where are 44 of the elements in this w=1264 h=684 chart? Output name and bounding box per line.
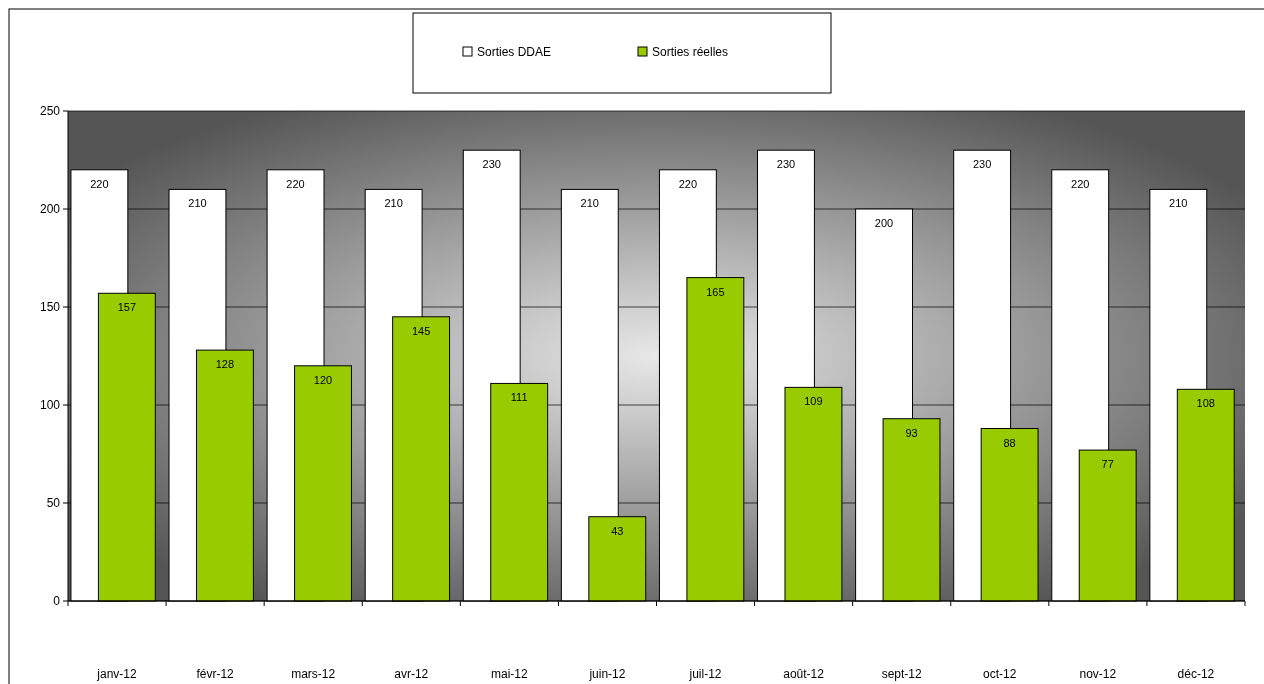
data-label: 77 xyxy=(1101,458,1114,471)
y-tick-label: 50 xyxy=(46,496,61,510)
x-tick-label: sept-12 xyxy=(881,667,923,681)
x-tick-label: janv-12 xyxy=(96,667,138,681)
data-label: 210 xyxy=(384,197,403,210)
y-tick-label: 0 xyxy=(53,594,61,608)
x-tick-label: oct-12 xyxy=(983,667,1017,681)
data-label: 220 xyxy=(678,177,698,190)
y-tick-label: 200 xyxy=(39,202,61,216)
data-label: 220 xyxy=(286,177,305,190)
y-tick-label: 250 xyxy=(39,104,61,118)
legend-label: Sorties DDAE xyxy=(477,45,552,59)
y-tick-label: 150 xyxy=(39,300,61,314)
x-tick-label: mai-12 xyxy=(491,667,529,681)
data-label: 210 xyxy=(188,197,207,210)
x-tick-label: juil-12 xyxy=(688,667,722,681)
x-tick-label: déc-12 xyxy=(1177,667,1215,681)
data-label: 43 xyxy=(611,524,624,537)
x-tick-label: août-12 xyxy=(783,667,825,681)
data-label: 210 xyxy=(580,197,599,210)
data-label: 88 xyxy=(1003,436,1016,449)
data-label: 220 xyxy=(90,177,109,190)
data-label: 120 xyxy=(313,373,333,386)
data-label: 230 xyxy=(776,158,796,171)
data-label: 145 xyxy=(411,324,431,337)
data-label: 165 xyxy=(706,285,725,298)
data-label: 200 xyxy=(874,217,894,229)
data-label: 128 xyxy=(215,358,235,371)
data-label: 108 xyxy=(1196,397,1215,410)
data-label: 111 xyxy=(510,391,528,404)
data-label: 210 xyxy=(1169,197,1188,210)
data-label: 230 xyxy=(972,158,992,171)
data-label: 93 xyxy=(905,426,918,439)
x-tick-label: mars-12 xyxy=(291,667,336,681)
legend-label: Sorties réelles xyxy=(652,45,729,59)
x-tick-label: avr-12 xyxy=(394,667,429,681)
x-tick-label: juin-12 xyxy=(588,667,626,681)
y-tick-label: 100 xyxy=(39,398,61,412)
data-label: 109 xyxy=(804,395,823,408)
data-label: 157 xyxy=(117,301,137,314)
x-tick-label: nov-12 xyxy=(1079,667,1117,681)
data-label: 220 xyxy=(1071,177,1090,190)
x-tick-label: févr-12 xyxy=(196,667,235,681)
data-label: 230 xyxy=(482,158,501,171)
